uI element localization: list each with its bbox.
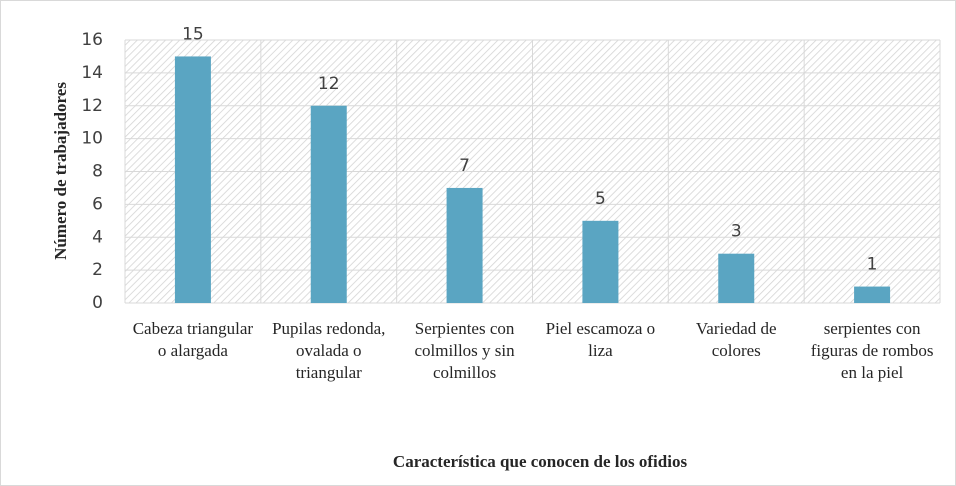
y-tick-label: 6 xyxy=(92,194,103,214)
data-label: 7 xyxy=(459,156,470,176)
bar xyxy=(310,105,347,303)
y-tick-label: 10 xyxy=(81,129,103,149)
y-tick-label: 4 xyxy=(92,227,103,247)
y-tick-label: 12 xyxy=(81,96,103,116)
data-label: 5 xyxy=(595,189,606,209)
x-axis-title: Característica que conocen de los ofidio… xyxy=(393,452,688,471)
data-label: 15 xyxy=(182,24,204,44)
x-tick-label: Serpientes con colmillos y sin colmillos xyxy=(414,319,515,382)
y-tick-label: 16 xyxy=(81,30,103,50)
y-tick-label: 8 xyxy=(92,162,103,182)
y-axis-title: Número de trabajadores xyxy=(51,82,70,260)
bar xyxy=(854,286,891,303)
data-label: 3 xyxy=(731,222,742,242)
x-tick-label: Piel escamoza o liza xyxy=(545,319,656,360)
bar xyxy=(446,187,483,303)
y-tick-label: 14 xyxy=(81,63,103,83)
y-tick-label: 2 xyxy=(92,260,103,280)
y-tick-label: 0 xyxy=(92,293,103,313)
x-tick-label: serpientes con figuras de rombos en la p… xyxy=(810,319,934,382)
x-tick-label: Pupilas redonda, ovalada o triangular xyxy=(272,319,386,382)
x-tick-label: Variedad de colores xyxy=(695,319,777,360)
x-tick-label: Cabeza triangular o alargada xyxy=(132,319,254,360)
data-label: 1 xyxy=(867,255,878,275)
bar xyxy=(582,220,619,303)
data-label: 12 xyxy=(318,74,340,94)
bar xyxy=(174,56,211,303)
bar xyxy=(718,253,755,303)
